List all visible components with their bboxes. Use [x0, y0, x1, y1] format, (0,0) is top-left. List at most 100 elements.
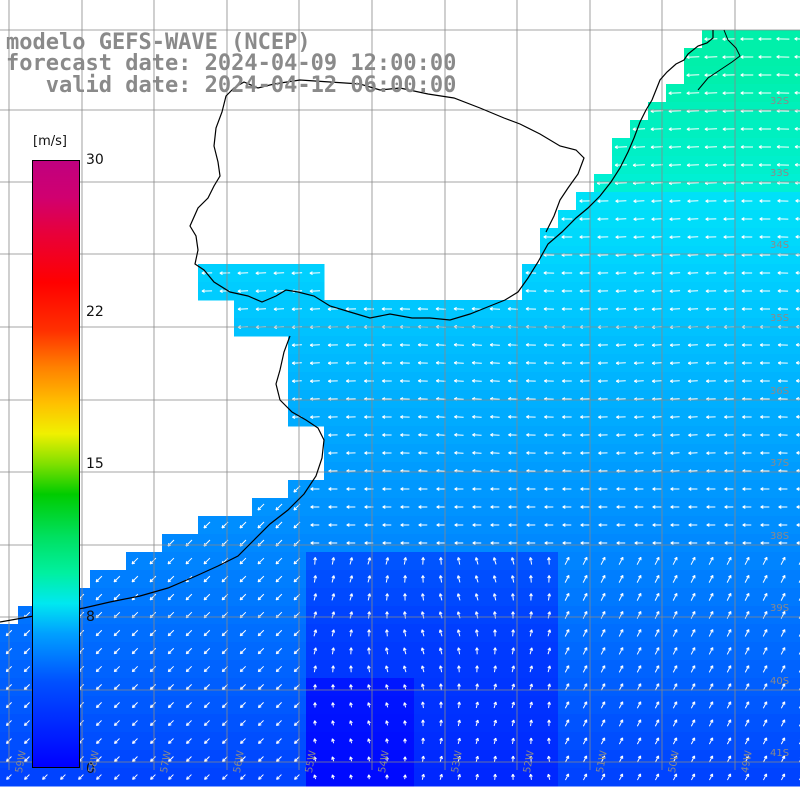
wind-arrow: [454, 487, 464, 491]
wind-arrow: [472, 451, 482, 455]
wind-arrow: [616, 523, 626, 527]
wind-arrow: [726, 592, 732, 601]
wind-arrow: [257, 720, 264, 727]
wind-arrow: [561, 343, 572, 347]
wind-arrow: [185, 720, 192, 727]
wind-arrow: [257, 665, 265, 673]
wind-arrow: [688, 505, 698, 509]
wind-arrow: [331, 647, 336, 655]
lat-label-39s: 39S: [770, 603, 790, 614]
wind-arrow: [310, 541, 320, 545]
wind-arrow: [600, 755, 606, 763]
wind-arrow: [436, 523, 446, 527]
wind-arrow: [367, 756, 371, 762]
wind-arrow: [650, 163, 663, 168]
wind-arrow: [688, 487, 698, 491]
wind-arrow: [385, 738, 389, 744]
wind-arrow: [547, 719, 551, 727]
wind-arrow: [580, 487, 590, 491]
wind-arrow: [168, 738, 174, 744]
wind-arrow: [526, 541, 536, 545]
wind-arrow: [331, 774, 335, 780]
coastline: [0, 29, 741, 623]
wind-arrow: [564, 629, 570, 637]
wind-arrow: [564, 592, 570, 601]
wind-arrow: [113, 702, 120, 709]
wind-arrow: [636, 719, 642, 727]
wind-arrow: [690, 647, 696, 655]
wind-arrow: [654, 556, 660, 565]
wind-arrow: [490, 505, 500, 509]
wind-arrow: [618, 592, 624, 601]
wind-arrow: [561, 271, 573, 275]
wind-arrow: [149, 629, 157, 637]
wind-arrow: [618, 647, 624, 655]
wind-arrow: [529, 737, 533, 745]
wind-arrow: [328, 487, 338, 491]
wind-arrow: [258, 738, 264, 744]
wind-arrow: [204, 774, 210, 780]
wind-arrow: [255, 289, 267, 294]
field-cell: [792, 732, 800, 751]
wind-arrow: [759, 361, 770, 365]
wind-arrow: [705, 343, 716, 347]
wind-arrow: [708, 755, 714, 763]
wind-arrow: [618, 665, 624, 673]
wind-arrow: [382, 451, 392, 455]
wind-arrow: [780, 629, 786, 637]
wind-arrow: [582, 737, 588, 745]
wind-arrow: [669, 289, 681, 294]
wind-arrow: [529, 629, 534, 637]
wind-arrow: [670, 523, 680, 527]
wind-arrow: [580, 505, 590, 509]
wind-arrow: [618, 629, 624, 637]
wind-arrow: [686, 91, 700, 96]
wind-arrow: [634, 541, 644, 545]
wind-arrow: [740, 127, 754, 131]
wind-arrow: [435, 379, 446, 383]
wind-arrow: [726, 556, 732, 565]
wind-arrow: [95, 593, 103, 601]
lat-label-38s: 38S: [770, 531, 790, 542]
wind-arrow: [686, 127, 700, 132]
wind-arrow: [780, 647, 786, 655]
wind-arrow: [562, 505, 572, 509]
wind-arrow: [258, 756, 264, 762]
wind-arrow: [726, 683, 732, 691]
wind-arrow: [597, 199, 609, 203]
wind-arrow: [600, 719, 606, 727]
wind-arrow: [276, 738, 282, 744]
wind-arrow: [669, 199, 681, 204]
wind-arrow: [275, 503, 283, 511]
wind-arrow: [672, 647, 678, 655]
field-cell: [792, 624, 800, 643]
wind-arrow: [526, 433, 536, 437]
wind-arrow: [511, 647, 516, 655]
wind-arrow: [507, 307, 519, 311]
wind-arrow: [349, 629, 354, 637]
wind-arrow: [636, 755, 642, 763]
wind-arrow: [456, 557, 461, 565]
wind-arrow: [723, 199, 735, 203]
wind-arrow: [346, 523, 356, 527]
wind-arrow: [654, 773, 660, 781]
wind-arrow: [668, 163, 681, 168]
wind-arrow: [634, 523, 644, 527]
wind-arrow: [113, 665, 121, 673]
wind-arrow: [421, 719, 425, 727]
wind-arrow: [420, 647, 425, 655]
wind-arrow: [313, 593, 318, 601]
wind-arrow: [474, 557, 479, 565]
wind-arrow: [418, 451, 428, 455]
wind-arrow: [669, 307, 681, 312]
wind-arrow: [795, 271, 800, 275]
wind-arrow: [780, 683, 786, 691]
wind-arrow: [597, 289, 609, 293]
wind-arrow: [240, 738, 246, 744]
wind-arrow: [113, 720, 120, 727]
wind-arrow: [313, 629, 318, 637]
wind-arrow: [167, 665, 175, 673]
wind-arrow: [708, 737, 714, 745]
wind-arrow: [131, 684, 138, 691]
wind-arrow: [742, 451, 752, 455]
